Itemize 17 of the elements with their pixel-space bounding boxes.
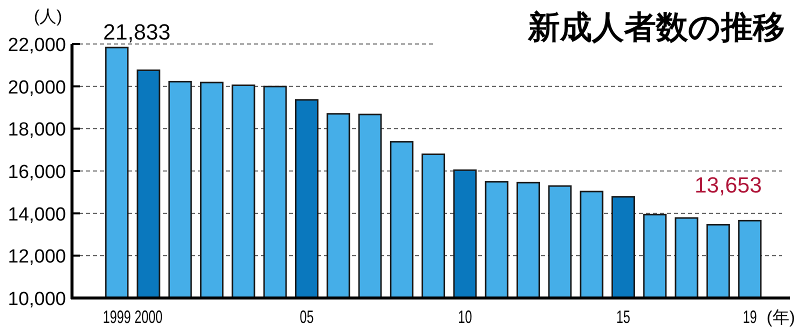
x-tick-label: 2000	[134, 307, 175, 327]
y-tick-label: 20,000	[8, 77, 66, 98]
y-tick-label: 10,000	[8, 289, 66, 310]
y-tick-label: 14,000	[8, 204, 66, 226]
x-tick-label: 05	[300, 307, 320, 327]
data-label: 13,653	[694, 172, 762, 198]
x-axis-title: (年)	[766, 308, 795, 327]
y-tick-label: 22,000	[8, 35, 66, 56]
y-tick-label: 12,000	[8, 246, 66, 268]
y-tick-label: 16,000	[8, 162, 66, 183]
x-tick-label: 15	[616, 307, 636, 327]
data-label: 21,833	[103, 20, 170, 45]
x-tick-label: 10	[458, 307, 478, 327]
chart-title: 新成人者数の推移	[527, 9, 785, 45]
y-tick-label: 18,000	[8, 120, 66, 141]
x-tick-label: 19	[742, 307, 763, 327]
y-axis-title: (人)	[34, 7, 62, 26]
